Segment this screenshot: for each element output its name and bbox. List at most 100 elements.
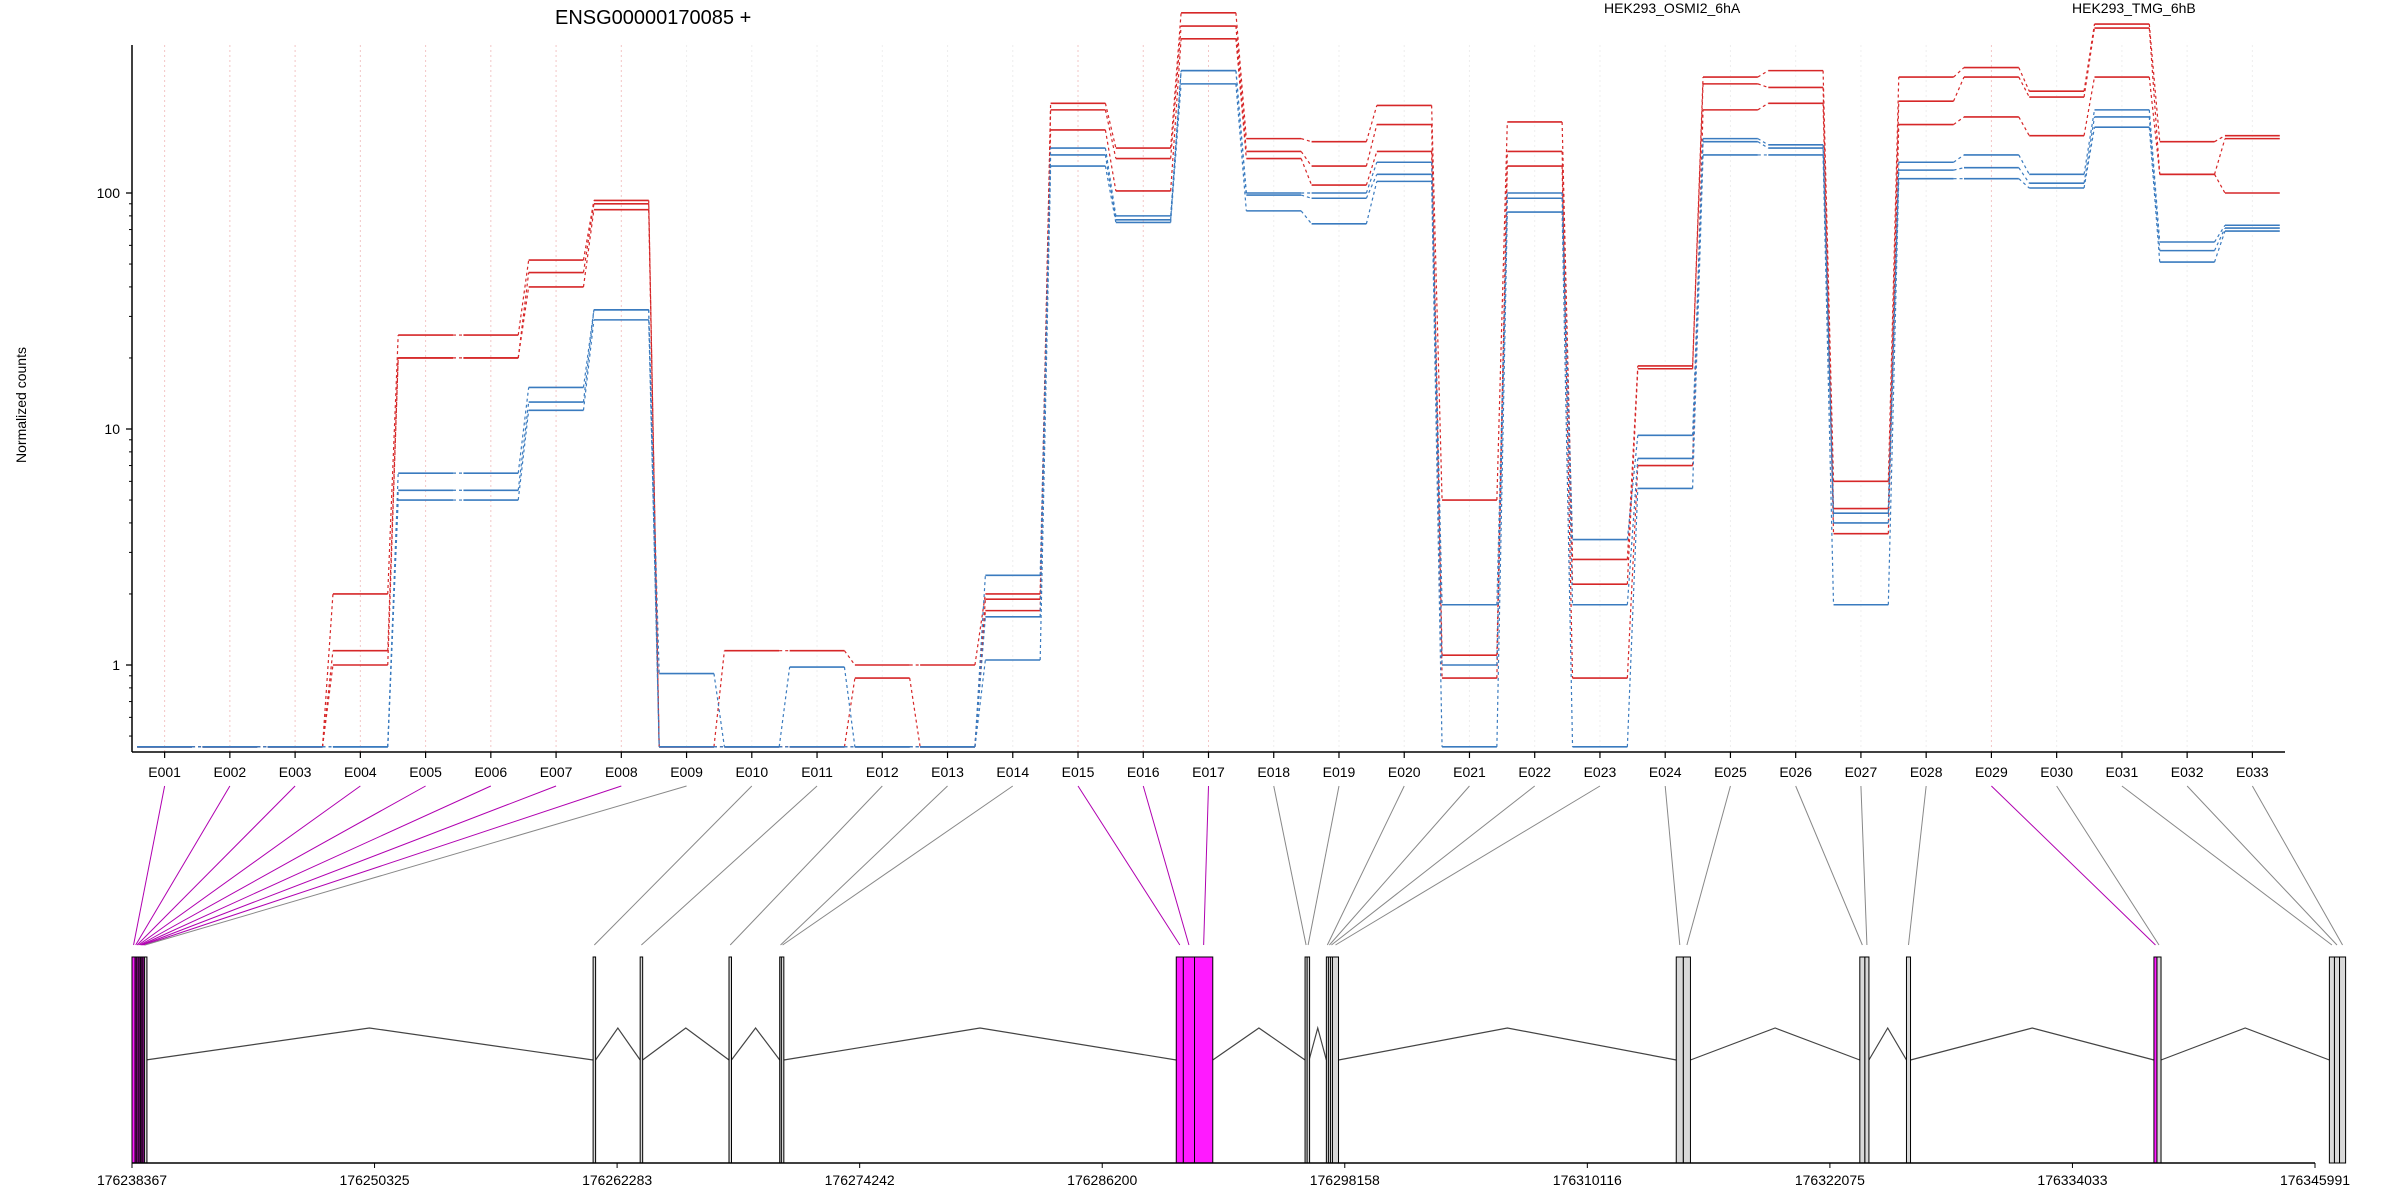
exon-box-E030	[2156, 956, 2162, 1164]
connector-line	[1335, 785, 1601, 946]
series-connector	[1170, 25, 1182, 159]
series-connector	[2213, 138, 2226, 175]
series-connector	[1757, 70, 1769, 78]
connector-line	[136, 785, 296, 946]
y-tick-label: 1	[112, 657, 120, 673]
series-connector	[2148, 109, 2161, 243]
y-tick-label: 10	[104, 421, 120, 437]
series-connector	[1365, 124, 1378, 167]
connector-line	[641, 785, 818, 946]
x-tick-label: E024	[1649, 764, 1682, 780]
series-connector	[2148, 116, 2161, 251]
series-connector	[1104, 109, 1117, 159]
series-connector	[1953, 116, 1965, 126]
connector-line	[1329, 785, 1470, 946]
coord-label: 176274242	[825, 1172, 895, 1188]
x-tick-label: E017	[1192, 764, 1225, 780]
series-connector	[1691, 154, 1704, 489]
series-connector	[2148, 28, 2161, 175]
series-connector	[1887, 101, 1900, 509]
series-connector	[1170, 38, 1182, 192]
connector-line	[1326, 785, 1405, 946]
coord-label: 176334033	[2037, 1172, 2107, 1188]
connector-line	[729, 785, 883, 946]
series-connector	[778, 666, 791, 747]
series-connector	[1561, 198, 1574, 605]
series-connector	[321, 650, 334, 747]
x-tick-label: E019	[1323, 764, 1356, 780]
series-connector	[582, 200, 595, 261]
series-connector	[1626, 465, 1639, 679]
exon-box-E033	[2339, 956, 2347, 1164]
exon-box-E010	[592, 956, 597, 1164]
series-connector	[713, 650, 725, 747]
exon-box-E016	[1182, 956, 1196, 1164]
series-connector	[1691, 138, 1704, 436]
x-tick-label: E009	[670, 764, 703, 780]
x-axis-ticks: E001 E002 E003 E004 E005 E006 E007 E008 E009 E010…	[148, 752, 2269, 780]
series-connector	[1170, 83, 1182, 223]
intron-line	[1910, 1027, 2155, 1061]
exon-box-E014	[780, 956, 785, 1164]
x-tick-label: E001	[148, 764, 181, 780]
series-connector	[1235, 25, 1247, 152]
series-connector	[1757, 141, 1769, 149]
connector-line	[782, 785, 1014, 946]
gene-model	[131, 956, 2347, 1164]
intron-line	[595, 1026, 641, 1061]
chart-title: ENSG00000170085 +	[555, 7, 751, 29]
x-tick-label: E002	[214, 764, 247, 780]
connector-line	[143, 785, 622, 946]
exon-box-E025	[1682, 956, 1691, 1164]
series-connector	[1626, 458, 1639, 605]
x-tick-label: E028	[1910, 764, 1943, 780]
x-tick-label: E027	[1845, 764, 1878, 780]
series-connector	[2018, 167, 2030, 184]
series-6	[137, 83, 2280, 748]
x-tick-label: E011	[801, 764, 833, 780]
x-tick-label: E006	[474, 764, 507, 780]
exon-box-E015	[1175, 956, 1184, 1164]
exon-box-E023	[1331, 956, 1340, 1164]
series-connector	[1887, 77, 1900, 482]
x-tick-label: E008	[605, 764, 638, 780]
connector-line	[135, 785, 231, 946]
x-tick-label: E012	[866, 764, 899, 780]
x-tick-label: E021	[1453, 764, 1486, 780]
exon-box-E012	[728, 956, 733, 1164]
series-connector	[1170, 12, 1182, 149]
y-axis-label: Normalized counts	[13, 347, 29, 463]
series-connector	[1170, 70, 1182, 220]
series-connector	[1104, 166, 1117, 223]
series-connector	[2018, 116, 2030, 136]
intron-line	[783, 1027, 1177, 1061]
x-tick-label: E014	[996, 764, 1029, 780]
series-connector	[1300, 138, 1312, 143]
series-connector	[1300, 194, 1312, 199]
intron-line	[642, 1027, 730, 1061]
series-connector	[1431, 124, 1443, 656]
connector-line	[2251, 785, 2344, 946]
series-connector	[2214, 135, 2226, 143]
series-connector	[1626, 488, 1639, 747]
series-connector	[2083, 76, 2096, 136]
series-connector	[1953, 154, 1965, 163]
series-connector	[517, 410, 530, 501]
series-connector	[1431, 174, 1443, 666]
series-connector	[2018, 67, 2030, 92]
x-tick-label: E015	[1062, 764, 1095, 780]
coord-label: 176345991	[2280, 1172, 2350, 1188]
intron-line	[2160, 1027, 2330, 1061]
exon-box-E031	[2328, 956, 2335, 1164]
intron-line	[1868, 1026, 1907, 1061]
connector-line	[2121, 785, 2333, 946]
connector-line	[1331, 785, 1536, 946]
x-tick-label: E010	[735, 764, 768, 780]
series-connector	[974, 575, 986, 747]
connector-line	[144, 785, 687, 946]
connector-line	[1203, 785, 1209, 946]
series-connector	[1561, 192, 1574, 540]
series-connector	[1104, 129, 1117, 192]
connector-line	[133, 785, 166, 946]
series-connector	[1887, 170, 1900, 523]
